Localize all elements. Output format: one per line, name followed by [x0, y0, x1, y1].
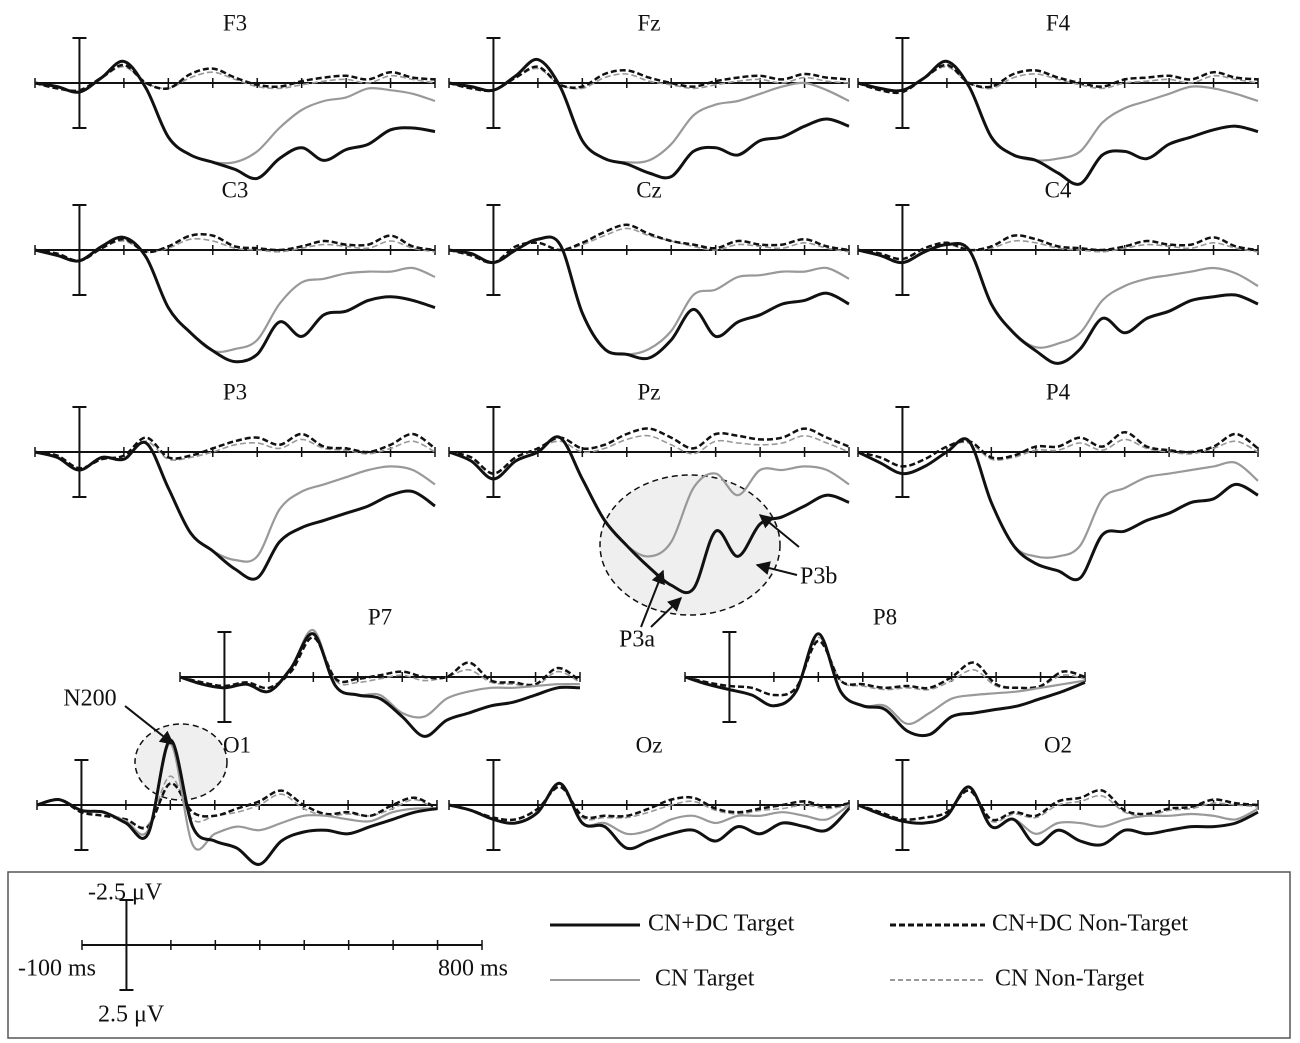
waveform	[34, 237, 436, 262]
waveform	[857, 65, 1259, 94]
waveform	[857, 59, 1259, 186]
arrow	[758, 514, 800, 548]
waveform	[34, 60, 436, 165]
arrow	[124, 705, 175, 745]
legend-label: CN Non-Target	[995, 966, 1145, 992]
panel: Cz	[448, 177, 850, 361]
waveform	[448, 786, 850, 821]
panel-title: P3	[223, 379, 247, 404]
waveform	[34, 438, 436, 470]
panel-title: C4	[1045, 177, 1072, 202]
waveform	[179, 629, 581, 719]
panel-title: Pz	[638, 379, 661, 404]
waveform	[34, 432, 436, 470]
arrow	[650, 597, 683, 628]
panel: O2	[857, 732, 1259, 851]
waveform	[448, 65, 850, 93]
waveform	[857, 437, 1259, 559]
waveform	[857, 438, 1259, 468]
legend-box	[7, 871, 1291, 1039]
panel: P7	[179, 604, 581, 738]
waveform	[36, 742, 438, 851]
panel-title: C3	[222, 177, 249, 202]
panel: Fz	[448, 10, 850, 180]
waveform	[34, 440, 436, 581]
waveform	[34, 235, 436, 364]
x-tick-label: 800 ms	[438, 956, 508, 982]
waveform	[448, 235, 850, 361]
waveform	[179, 632, 581, 738]
panel: C4	[857, 177, 1259, 365]
annotation: P3a	[619, 627, 655, 653]
waveform	[448, 434, 850, 475]
legend-label: CN+DC Target	[648, 911, 795, 937]
scale-bar: -2.5 μV 2.5 μV-100 ms 800 ms	[18, 880, 508, 1028]
panel: P4	[857, 379, 1259, 582]
waveform	[179, 633, 581, 689]
panels: F3 Fz F4 C3 Cz C4 P3 Pz P4 P7 P8 O1 Oz O2	[34, 10, 1259, 866]
panel-title: P7	[368, 604, 392, 629]
panel: C3	[34, 177, 436, 364]
panel-title: O1	[223, 732, 251, 757]
annotation: P3b	[800, 564, 837, 590]
waveform	[857, 789, 1259, 823]
waveform	[448, 67, 850, 92]
p3-region	[599, 474, 781, 616]
waveform	[448, 58, 850, 180]
legend: CN+DC Target CN Target CN+DC Non-Target …	[7, 871, 1291, 1039]
panel: F4	[857, 10, 1259, 186]
waveform	[34, 233, 436, 263]
panel: O1	[36, 732, 438, 866]
waveform	[448, 435, 850, 595]
panel: P8	[684, 604, 1086, 738]
waveform	[36, 738, 438, 866]
waveform	[857, 785, 1259, 847]
annotation: N200	[63, 686, 116, 712]
panel: F3	[34, 10, 436, 181]
waveform	[857, 60, 1259, 162]
panel-title: F4	[1046, 10, 1071, 35]
waveform	[684, 632, 1086, 738]
waveform	[34, 59, 436, 181]
waveform	[34, 63, 436, 93]
panel-title: P4	[1046, 379, 1071, 404]
panel: Oz	[448, 732, 851, 851]
arrow	[755, 561, 798, 576]
waveform	[448, 223, 850, 265]
panel-title: Fz	[638, 10, 661, 35]
panel-title: Oz	[636, 732, 663, 757]
legend-label: CN+DC Non-Target	[992, 911, 1188, 937]
panel: Pz	[448, 379, 850, 595]
y-tick-label: 2.5 μV	[98, 1002, 165, 1028]
x-tick-label: -100 ms	[18, 956, 96, 982]
waveform	[179, 636, 581, 690]
waveform	[857, 788, 1259, 822]
arrow	[640, 569, 665, 628]
panel-title: P8	[873, 604, 897, 629]
waveform	[857, 234, 1259, 261]
waveform	[684, 636, 1086, 697]
legend-label: CN Target	[655, 966, 755, 992]
waveform	[857, 437, 1259, 582]
waveform	[448, 58, 850, 164]
waveform	[34, 236, 436, 354]
waveform	[448, 781, 851, 851]
panel-title: Cz	[636, 177, 662, 202]
waveform	[857, 241, 1259, 365]
panel: P3	[34, 379, 436, 581]
waveform	[857, 430, 1259, 468]
waveform	[34, 65, 436, 92]
waveform	[684, 639, 1086, 697]
panel-title: F3	[223, 10, 247, 35]
waveform	[857, 242, 1259, 349]
y-tick-label: -2.5 μV	[88, 880, 163, 906]
annotations: P3a P3b N200	[63, 514, 837, 745]
waveform	[448, 785, 850, 822]
panel-title: O2	[1044, 732, 1072, 757]
